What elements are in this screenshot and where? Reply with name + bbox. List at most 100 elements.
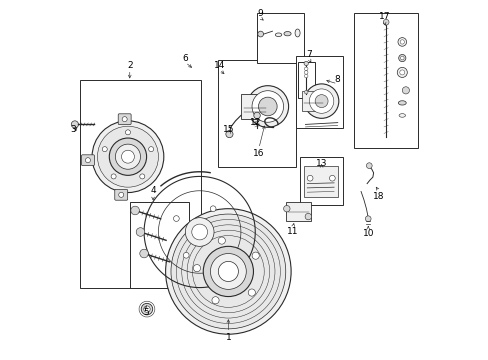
Circle shape	[140, 249, 148, 258]
Circle shape	[402, 87, 408, 94]
Circle shape	[304, 84, 338, 118]
Circle shape	[304, 71, 307, 74]
Text: 6: 6	[182, 54, 188, 63]
Text: 9: 9	[257, 9, 262, 18]
Text: 17: 17	[378, 12, 389, 21]
Circle shape	[71, 121, 78, 128]
Circle shape	[396, 67, 407, 77]
Text: 7: 7	[305, 50, 311, 59]
Circle shape	[304, 90, 307, 94]
Circle shape	[185, 218, 214, 246]
Circle shape	[141, 303, 152, 315]
Circle shape	[173, 216, 179, 221]
Circle shape	[399, 70, 404, 75]
Circle shape	[183, 252, 189, 258]
Circle shape	[309, 89, 333, 113]
Circle shape	[329, 175, 335, 181]
FancyBboxPatch shape	[118, 114, 131, 125]
Circle shape	[191, 224, 207, 240]
Bar	[301, 91, 323, 111]
Circle shape	[304, 74, 307, 78]
Ellipse shape	[398, 114, 405, 117]
Circle shape	[304, 61, 308, 66]
Circle shape	[109, 138, 146, 175]
Text: 8: 8	[334, 75, 340, 84]
Text: 18: 18	[372, 192, 384, 201]
Circle shape	[121, 150, 134, 163]
Circle shape	[283, 206, 289, 212]
Circle shape	[366, 163, 371, 168]
Circle shape	[257, 31, 263, 37]
Text: 5: 5	[142, 308, 148, 317]
Circle shape	[398, 54, 405, 62]
Circle shape	[102, 147, 107, 152]
Circle shape	[125, 130, 130, 135]
Circle shape	[136, 228, 144, 236]
Circle shape	[140, 174, 144, 179]
Bar	[353, 13, 418, 148]
Bar	[303, 166, 337, 197]
Circle shape	[399, 40, 404, 44]
Circle shape	[248, 289, 255, 296]
Bar	[80, 80, 201, 288]
Circle shape	[97, 126, 158, 187]
Ellipse shape	[275, 33, 281, 37]
Circle shape	[210, 253, 246, 289]
Circle shape	[92, 121, 163, 193]
Text: 1: 1	[225, 333, 231, 342]
Circle shape	[397, 38, 406, 46]
Text: 15: 15	[222, 125, 234, 134]
FancyBboxPatch shape	[81, 155, 94, 166]
FancyBboxPatch shape	[115, 189, 127, 200]
Text: 10: 10	[362, 229, 373, 238]
Ellipse shape	[294, 29, 300, 37]
Circle shape	[111, 174, 116, 179]
Text: 3: 3	[70, 125, 76, 134]
Circle shape	[365, 216, 370, 222]
Circle shape	[253, 112, 260, 119]
Circle shape	[251, 91, 283, 122]
Circle shape	[246, 86, 288, 127]
Circle shape	[115, 144, 140, 169]
Text: 13: 13	[315, 159, 326, 168]
Circle shape	[314, 95, 327, 108]
Text: 11: 11	[286, 228, 298, 237]
Circle shape	[211, 297, 219, 304]
Circle shape	[218, 261, 238, 282]
Text: 16: 16	[253, 149, 264, 158]
Circle shape	[122, 117, 127, 122]
Bar	[129, 202, 188, 288]
Circle shape	[306, 175, 312, 181]
Circle shape	[400, 56, 403, 60]
Circle shape	[85, 158, 90, 163]
Bar	[257, 13, 303, 63]
Circle shape	[143, 306, 150, 312]
Bar	[241, 94, 267, 119]
Circle shape	[193, 265, 200, 272]
Text: 14: 14	[213, 61, 224, 70]
Circle shape	[225, 131, 233, 138]
Circle shape	[210, 206, 216, 212]
Bar	[285, 202, 310, 221]
Circle shape	[304, 67, 307, 71]
Circle shape	[218, 237, 225, 244]
Ellipse shape	[398, 101, 406, 105]
Circle shape	[165, 209, 290, 334]
Circle shape	[252, 252, 259, 259]
Ellipse shape	[284, 32, 290, 36]
Circle shape	[305, 213, 311, 220]
Circle shape	[383, 19, 388, 25]
Bar	[296, 56, 343, 128]
Circle shape	[131, 206, 139, 215]
Circle shape	[258, 97, 277, 116]
Text: 2: 2	[127, 61, 132, 70]
Bar	[217, 60, 296, 167]
Text: 12: 12	[249, 118, 261, 127]
Bar	[300, 157, 343, 205]
Bar	[298, 62, 314, 98]
Circle shape	[171, 214, 285, 329]
Text: 4: 4	[150, 186, 156, 195]
Circle shape	[119, 192, 123, 197]
Circle shape	[203, 246, 253, 297]
Circle shape	[148, 147, 153, 152]
